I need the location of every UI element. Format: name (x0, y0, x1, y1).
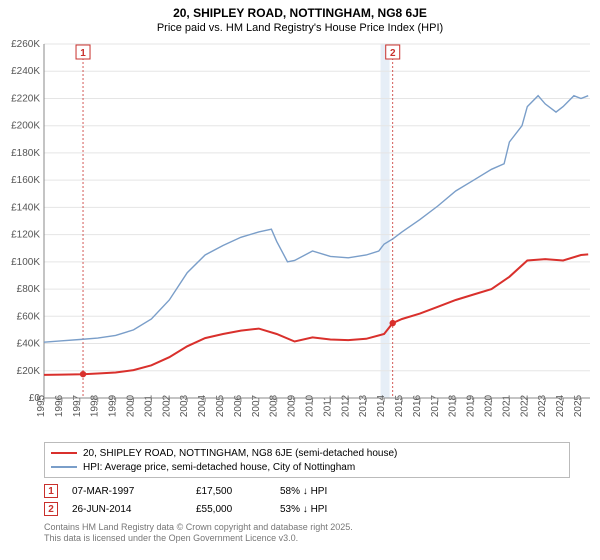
transaction-row: 1 07-MAR-1997 £17,500 58% ↓ HPI (44, 482, 570, 500)
legend-swatch (51, 466, 77, 467)
transaction-diff: 53% ↓ HPI (280, 504, 380, 515)
sale-dot (80, 371, 86, 377)
transaction-marker: 1 (44, 484, 58, 498)
transaction-date: 26-JUN-2014 (72, 504, 182, 515)
y-tick-label: £120K (11, 230, 40, 241)
footer-text: Contains HM Land Registry data © Crown c… (44, 522, 570, 545)
y-tick-label: £40K (17, 339, 41, 350)
y-tick-label: £200K (11, 121, 40, 132)
y-tick-label: £160K (11, 175, 40, 186)
series-price-paid (44, 254, 588, 375)
y-tick-label: £140K (11, 202, 40, 213)
sale-dot (390, 320, 396, 326)
legend-row: 20, SHIPLEY ROAD, NOTTINGHAM, NG8 6JE (s… (51, 446, 563, 460)
transactions-table: 1 07-MAR-1997 £17,500 58% ↓ HPI 2 26-JUN-2014… (44, 482, 570, 518)
marker-badge-number: 1 (80, 48, 86, 59)
legend-label: HPI: Average price, semi-detached house,… (83, 462, 355, 473)
chart-area: £0£20K£40K£60K£80K£100K£120K£140K£160K£1… (0, 38, 600, 438)
y-tick-label: £240K (11, 66, 40, 77)
chart-subtitle: Price paid vs. HM Land Registry's House … (0, 20, 600, 38)
y-tick-label: £260K (11, 39, 40, 50)
footer-line-2: This data is licensed under the Open Gov… (44, 533, 570, 544)
series-hpi (44, 96, 588, 343)
legend-row: HPI: Average price, semi-detached house,… (51, 460, 563, 474)
transaction-marker: 2 (44, 502, 58, 516)
highlight-band (381, 44, 390, 398)
footer-line-1: Contains HM Land Registry data © Crown c… (44, 522, 570, 533)
y-tick-label: £80K (17, 284, 41, 295)
y-tick-label: £220K (11, 93, 40, 104)
y-tick-label: £60K (17, 311, 41, 322)
y-tick-label: £20K (17, 366, 41, 377)
legend-box: 20, SHIPLEY ROAD, NOTTINGHAM, NG8 6JE (s… (44, 442, 570, 478)
transaction-price: £17,500 (196, 486, 266, 497)
transaction-diff: 58% ↓ HPI (280, 486, 380, 497)
line-chart-svg: £0£20K£40K£60K£80K£100K£120K£140K£160K£1… (0, 38, 600, 438)
marker-badge-number: 2 (390, 48, 396, 59)
y-tick-label: £100K (11, 257, 40, 268)
transaction-row: 2 26-JUN-2014 £55,000 53% ↓ HPI (44, 500, 570, 518)
legend-swatch (51, 452, 77, 454)
transaction-price: £55,000 (196, 504, 266, 515)
transaction-date: 07-MAR-1997 (72, 486, 182, 497)
chart-title: 20, SHIPLEY ROAD, NOTTINGHAM, NG8 6JE (0, 0, 600, 20)
chart-container: 20, SHIPLEY ROAD, NOTTINGHAM, NG8 6JE Pr… (0, 0, 600, 560)
y-tick-label: £180K (11, 148, 40, 159)
legend-label: 20, SHIPLEY ROAD, NOTTINGHAM, NG8 6JE (s… (83, 448, 397, 459)
